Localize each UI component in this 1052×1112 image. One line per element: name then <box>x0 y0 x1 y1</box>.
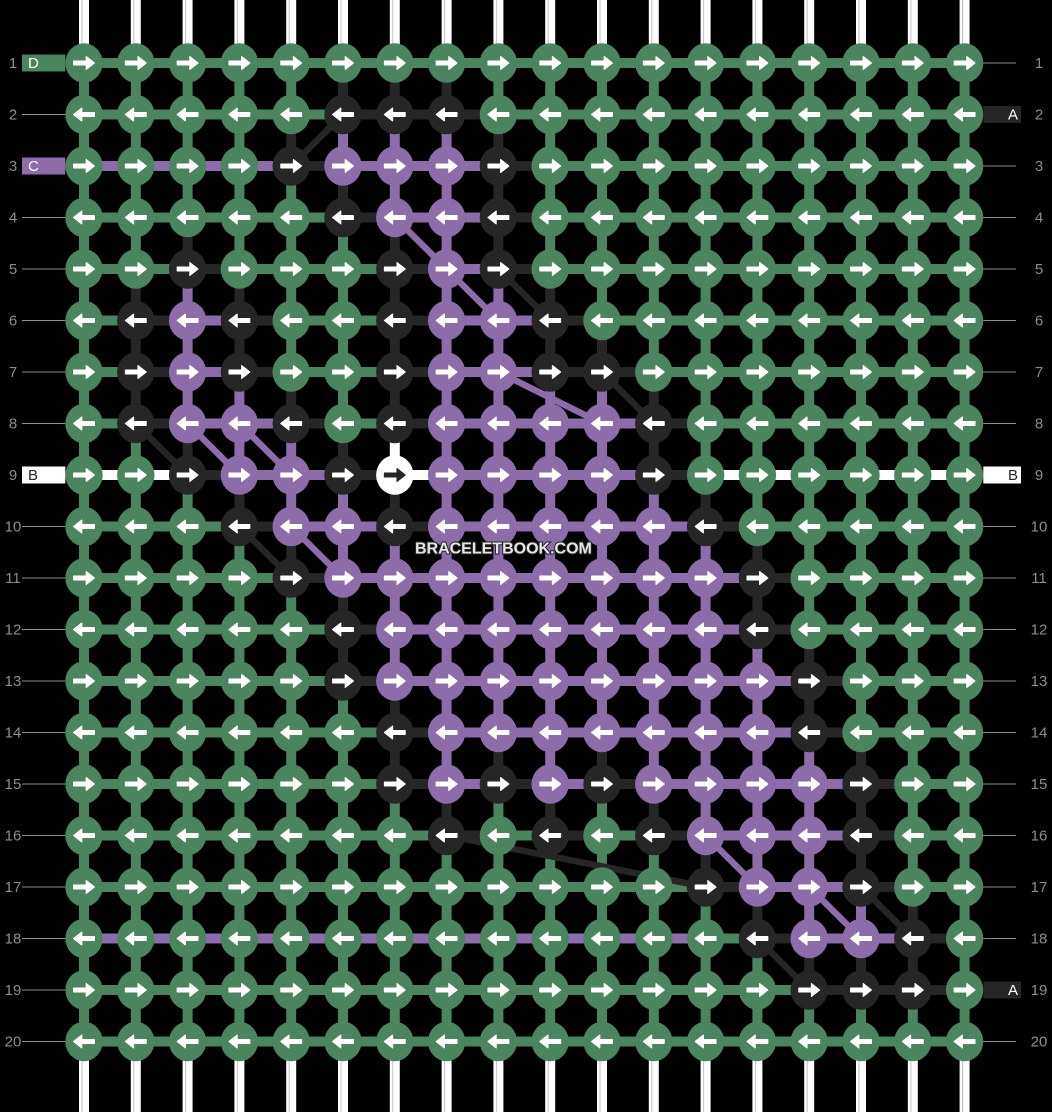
svg-text:8: 8 <box>9 416 17 433</box>
svg-text:D: D <box>28 55 39 72</box>
svg-text:14: 14 <box>1031 725 1048 742</box>
svg-text:14: 14 <box>5 725 22 742</box>
svg-text:12: 12 <box>5 622 22 639</box>
svg-text:1: 1 <box>9 55 17 72</box>
svg-text:13: 13 <box>1031 673 1048 690</box>
svg-text:10: 10 <box>5 519 22 536</box>
svg-text:20: 20 <box>5 1034 22 1051</box>
svg-text:5: 5 <box>9 261 17 278</box>
svg-text:19: 19 <box>1031 982 1048 999</box>
svg-text:2: 2 <box>1035 107 1043 124</box>
svg-text:5: 5 <box>1035 261 1043 278</box>
svg-text:11: 11 <box>1031 570 1047 587</box>
svg-text:A: A <box>1008 982 1018 999</box>
svg-text:19: 19 <box>5 982 22 999</box>
svg-text:1: 1 <box>1035 55 1043 72</box>
svg-text:7: 7 <box>1035 364 1043 381</box>
svg-text:17: 17 <box>1031 879 1048 896</box>
svg-text:10: 10 <box>1031 519 1048 536</box>
svg-text:6: 6 <box>1035 313 1043 330</box>
svg-text:12: 12 <box>1031 622 1048 639</box>
svg-text:4: 4 <box>9 210 17 227</box>
svg-text:A: A <box>1008 107 1018 124</box>
svg-text:18: 18 <box>1031 931 1048 948</box>
svg-text:9: 9 <box>1035 467 1043 484</box>
svg-text:13: 13 <box>5 673 22 690</box>
svg-text:3: 3 <box>9 158 17 175</box>
svg-text:16: 16 <box>5 828 22 845</box>
svg-text:15: 15 <box>5 776 22 793</box>
svg-text:3: 3 <box>1035 158 1043 175</box>
svg-text:15: 15 <box>1031 776 1048 793</box>
svg-text:6: 6 <box>9 313 17 330</box>
svg-text:C: C <box>28 158 39 175</box>
svg-text:BRACELETBOOK.COM: BRACELETBOOK.COM <box>415 540 592 557</box>
svg-text:2: 2 <box>9 107 17 124</box>
svg-text:7: 7 <box>9 364 17 381</box>
svg-text:B: B <box>28 467 38 484</box>
svg-text:4: 4 <box>1035 210 1043 227</box>
svg-text:16: 16 <box>1031 828 1048 845</box>
svg-text:17: 17 <box>5 879 22 896</box>
svg-text:B: B <box>1008 467 1018 484</box>
svg-text:11: 11 <box>5 570 21 587</box>
svg-text:20: 20 <box>1031 1034 1048 1051</box>
svg-text:9: 9 <box>9 467 17 484</box>
svg-text:8: 8 <box>1035 416 1043 433</box>
svg-text:18: 18 <box>5 931 22 948</box>
